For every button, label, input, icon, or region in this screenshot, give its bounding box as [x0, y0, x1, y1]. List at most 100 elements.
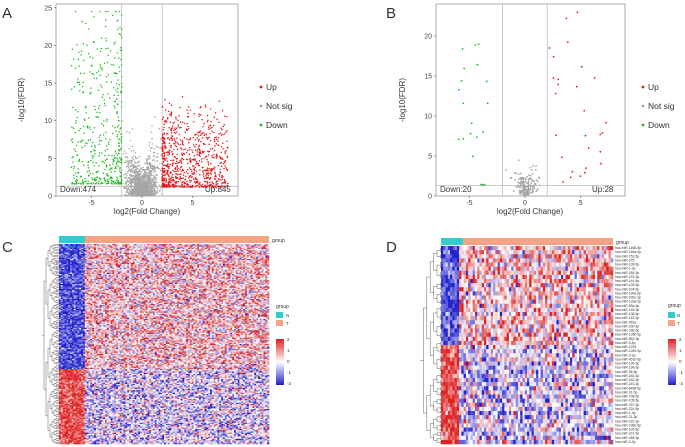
data-point: [201, 150, 204, 153]
data-point: [191, 172, 193, 175]
data-point: [187, 125, 190, 128]
data-point: [599, 150, 602, 153]
data-point: [106, 145, 108, 147]
data-point: [168, 142, 171, 145]
data-point: [140, 194, 143, 196]
data-point: [533, 187, 536, 190]
data-point: [126, 185, 129, 187]
data-point: [204, 104, 207, 106]
data-point: [186, 138, 188, 140]
data-point: [536, 189, 539, 191]
data-point: [199, 131, 201, 134]
data-point: [120, 141, 123, 144]
data-point: [557, 78, 560, 81]
data-point: [203, 175, 205, 178]
data-point: [88, 28, 90, 30]
data-point: [520, 180, 522, 183]
y-tick-label: 0: [48, 194, 52, 201]
data-point: [75, 119, 77, 122]
data-point: [190, 170, 193, 172]
data-point: [201, 132, 204, 134]
data-point: [214, 171, 216, 174]
data-point: [205, 133, 208, 136]
data-point: [143, 182, 146, 185]
data-point: [152, 192, 154, 194]
data-point: [529, 174, 532, 177]
data-point: [154, 116, 156, 118]
data-point: [167, 154, 169, 156]
data-point: [84, 177, 86, 180]
data-point: [180, 160, 183, 162]
data-point: [135, 172, 137, 174]
data-point: [206, 120, 209, 123]
data-point: [463, 67, 465, 70]
data-point: [117, 116, 120, 119]
data-point: [171, 139, 173, 142]
data-point: [198, 113, 200, 115]
data-point: [87, 52, 90, 55]
data-point: [155, 190, 158, 193]
data-point: [163, 164, 166, 166]
data-point: [100, 47, 102, 50]
data-point: [159, 162, 161, 165]
data-point: [151, 143, 154, 145]
data-point: [127, 183, 130, 186]
data-point: [179, 173, 181, 176]
data-point: [83, 164, 85, 167]
data-point: [105, 47, 107, 50]
data-point: [151, 187, 154, 190]
data-point: [129, 139, 132, 142]
data-point: [174, 181, 177, 184]
data-point: [177, 143, 180, 145]
data-point: [169, 172, 171, 174]
data-point: [161, 178, 164, 180]
data-point: [130, 183, 132, 185]
data-point: [133, 176, 136, 178]
data-point: [209, 169, 212, 171]
data-point: [87, 160, 90, 163]
data-point: [526, 175, 528, 178]
data-point: [147, 166, 150, 169]
data-point: [518, 182, 521, 185]
data-point: [139, 192, 141, 195]
data-point: [170, 171, 173, 174]
data-point: [207, 126, 210, 129]
data-point: [107, 143, 110, 145]
data-point: [182, 143, 184, 146]
data-point: [207, 150, 209, 153]
data-point: [141, 184, 144, 187]
data-point: [486, 102, 489, 105]
data-point: [207, 176, 209, 178]
data-point: [137, 180, 140, 182]
data-point: [201, 166, 204, 169]
data-point: [92, 161, 94, 164]
data-point: [149, 178, 152, 181]
data-point: [168, 149, 171, 151]
data-point: [180, 185, 182, 188]
data-point: [120, 28, 123, 31]
data-point: [97, 170, 99, 172]
data-point: [170, 115, 172, 117]
data-point: [133, 166, 136, 168]
data-point: [206, 167, 209, 169]
data-point: [103, 62, 106, 65]
data-point: [214, 112, 217, 114]
data-point: [172, 122, 174, 124]
data-point: [195, 160, 198, 163]
data-point: [149, 150, 152, 152]
data-point: [514, 179, 516, 181]
data-point: [176, 142, 179, 144]
data-point: [192, 136, 194, 139]
data-point: [176, 185, 178, 187]
data-point: [186, 109, 188, 111]
data-point: [126, 161, 129, 163]
data-point: [118, 66, 120, 68]
data-point: [198, 115, 200, 117]
data-point: [166, 171, 169, 174]
data-point: [220, 179, 222, 181]
data-point: [524, 181, 527, 183]
data-point: [189, 179, 191, 182]
data-point: [565, 17, 568, 20]
data-point: [106, 81, 108, 83]
data-point: [151, 125, 153, 127]
